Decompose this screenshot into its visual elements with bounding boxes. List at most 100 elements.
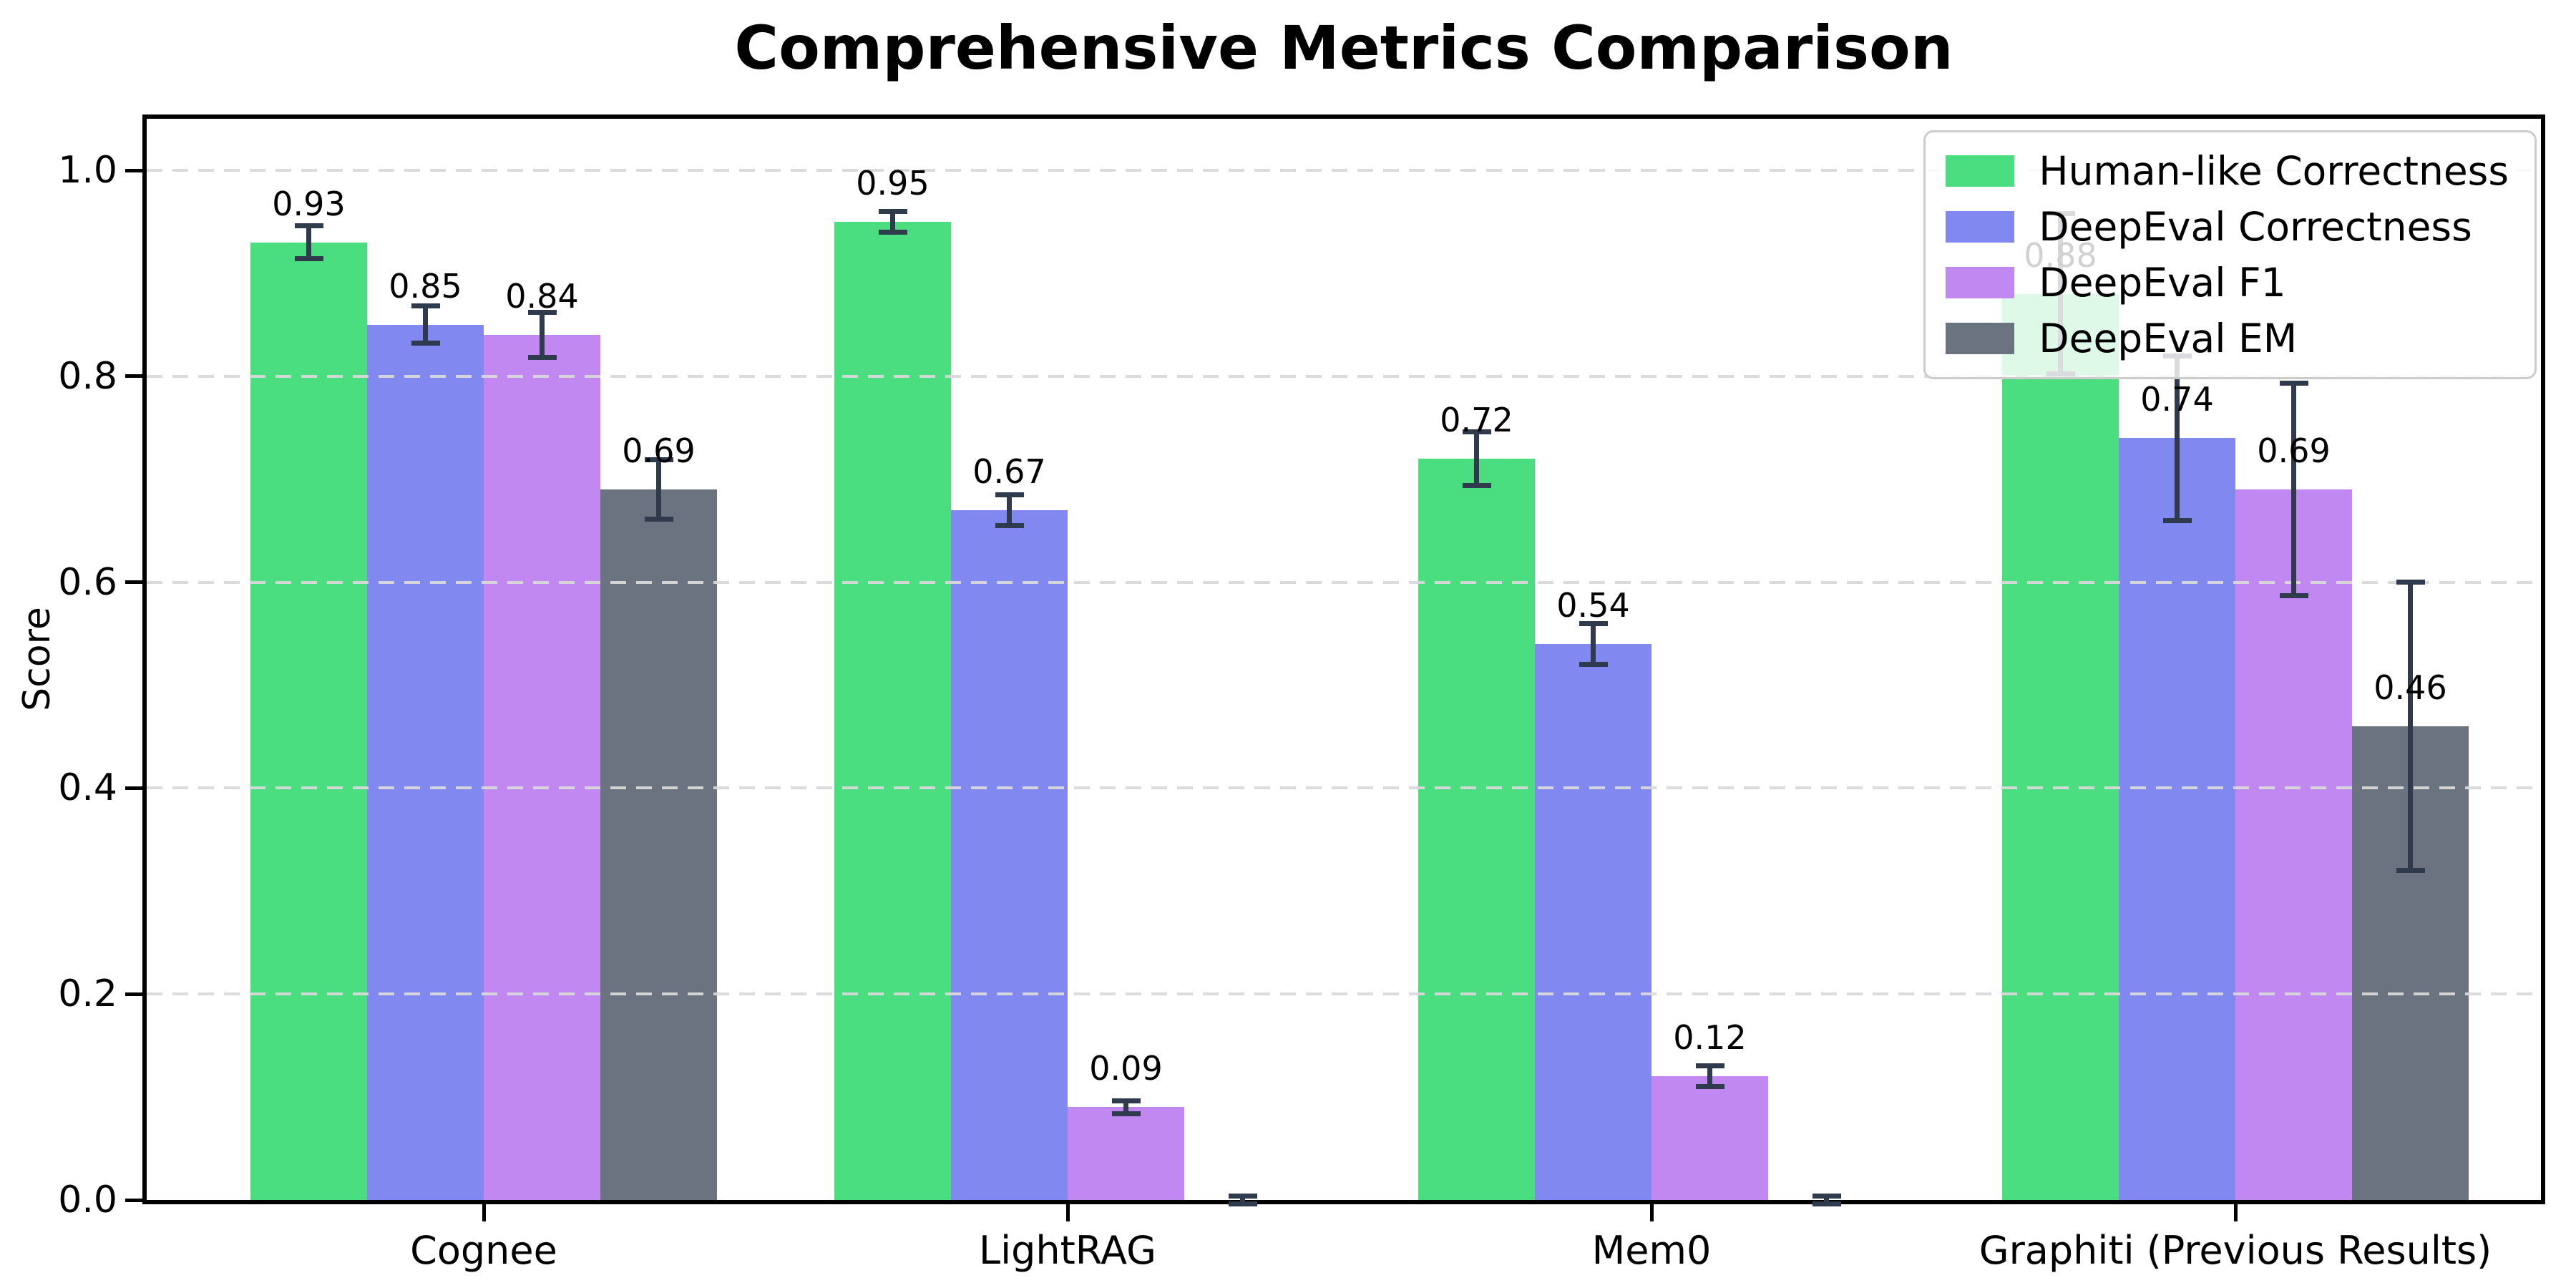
legend-swatch-icon: [1946, 211, 2015, 243]
gridline: [147, 374, 2541, 378]
bar-value-label: 0.67: [972, 452, 1046, 491]
error-bar-line: [306, 225, 311, 259]
bar-deepeval-f1-1: [1068, 1107, 1184, 1200]
legend-label: DeepEval F1: [2039, 260, 2286, 306]
error-bar-cap: [1695, 1063, 1724, 1069]
y-tick-mark: [125, 580, 142, 585]
bar-value-label: 0.54: [1556, 585, 1630, 625]
error-bar-cap: [1228, 1201, 1257, 1207]
error-bar-line: [1474, 431, 1479, 486]
error-bar-cap: [1812, 1201, 1841, 1207]
error-bar-cap: [1111, 1111, 1141, 1116]
error-bar-line: [540, 312, 545, 358]
error-bar-line: [2291, 383, 2296, 596]
error-bar-cap: [995, 522, 1024, 528]
bar-human-like-correctness-2: [1418, 458, 1535, 1200]
chart-title: Comprehensive Metrics Comparison: [734, 13, 1953, 83]
gridline: [147, 580, 2541, 584]
bar-value-label: 0.95: [856, 163, 930, 203]
y-tick-label: 0.4: [58, 766, 117, 810]
error-bar-cap: [1111, 1098, 1141, 1104]
bar-value-label: 0.12: [1673, 1018, 1747, 1058]
x-tick-mark: [1065, 1204, 1070, 1221]
y-tick-label: 0.0: [58, 1179, 117, 1221]
error-bar-cap: [411, 341, 440, 346]
error-bar-cap: [1579, 662, 1608, 668]
error-bar-line: [1007, 494, 1012, 526]
bar-value-label: 0.84: [505, 277, 579, 316]
bar-value-label: 0.69: [622, 431, 696, 471]
bar-value-label: 0.09: [1089, 1049, 1163, 1088]
legend-label: Human-like Correctness: [2039, 148, 2509, 194]
bar-deepeval-em-0: [600, 489, 717, 1200]
error-bar-line: [1123, 1101, 1128, 1114]
error-bar-cap: [1695, 1084, 1724, 1090]
gridline: [147, 786, 2541, 790]
legend-label: DeepEval Correctness: [2039, 204, 2472, 250]
error-bar-line: [656, 459, 661, 519]
error-bar-cap: [1462, 482, 1491, 488]
y-tick-mark: [125, 992, 142, 996]
y-tick-label: 1.0: [58, 149, 117, 192]
error-bar-cap: [1462, 429, 1491, 434]
error-bar-cap: [2279, 381, 2308, 386]
y-tick-mark: [125, 786, 142, 790]
error-bar-cap: [995, 492, 1024, 497]
y-tick-mark: [125, 168, 142, 172]
gridline: [147, 992, 2541, 996]
bar-deepeval-f1-3: [2235, 489, 2352, 1200]
error-bar-line: [1707, 1065, 1712, 1087]
x-tick-mark: [2233, 1204, 2238, 1221]
error-bar-cap: [2279, 592, 2308, 598]
y-tick-mark: [125, 1198, 142, 1202]
x-tick-label-mem0: Mem0: [1591, 1228, 1712, 1273]
error-bar-cap: [2162, 517, 2192, 523]
error-bar-cap: [1228, 1193, 1257, 1199]
bar-deepeval-correctness-3: [2119, 438, 2235, 1200]
error-bar-line: [890, 211, 895, 233]
error-bar-cap: [294, 256, 323, 262]
error-bar-cap: [2396, 868, 2425, 874]
bar-value-label: 0.46: [2373, 668, 2447, 708]
x-tick-label-lightrag: LightRAG: [979, 1228, 1156, 1273]
error-bar-line: [2175, 356, 2180, 521]
error-bar-cap: [411, 303, 440, 309]
error-bar-cap: [878, 209, 907, 215]
error-bar-cap: [294, 223, 323, 229]
error-bar-cap: [1579, 620, 1608, 626]
bar-human-like-correctness-0: [250, 242, 367, 1200]
bar-value-label: 0.85: [389, 266, 462, 306]
error-bar-line: [423, 306, 428, 343]
error-bar-cap: [644, 517, 673, 522]
error-bar-cap: [527, 310, 557, 316]
legend-item: DeepEval EM: [1946, 316, 2509, 361]
x-tick-label-graphiti-previous-results-: Graphiti (Previous Results): [1979, 1228, 2492, 1273]
error-bar-line: [1824, 1196, 1829, 1204]
bar-human-like-correctness-3: [2002, 293, 2119, 1200]
x-tick-mark: [1649, 1204, 1654, 1221]
legend-item: DeepEval F1: [1946, 260, 2509, 306]
legend-item: DeepEval Correctness: [1946, 204, 2509, 250]
bar-deepeval-f1-2: [1652, 1076, 1768, 1200]
y-tick-mark: [125, 374, 142, 379]
legend-swatch-icon: [1946, 323, 2015, 354]
bar-deepeval-correctness-1: [951, 509, 1068, 1200]
error-bar-line: [2408, 582, 2413, 871]
y-tick-label: 0.6: [58, 560, 117, 604]
bar-value-label: 0.69: [2257, 431, 2331, 471]
bar-value-label: 0.72: [1440, 400, 1513, 439]
error-bar-cap: [2396, 580, 2425, 585]
bar-value-label: 0.74: [2140, 380, 2214, 419]
y-tick-label: 0.2: [58, 972, 117, 1016]
legend: Human-like Correctness DeepEval Correctne…: [1923, 130, 2537, 379]
bar-deepeval-correctness-2: [1535, 643, 1652, 1200]
error-bar-line: [1240, 1196, 1245, 1204]
legend-label: DeepEval EM: [2039, 316, 2298, 361]
bar-deepeval-correctness-0: [367, 324, 484, 1200]
bar-value-label: 0.93: [272, 184, 346, 223]
legend-item: Human-like Correctness: [1946, 148, 2509, 194]
error-bar-cap: [527, 355, 557, 361]
error-bar-cap: [644, 457, 673, 462]
gridline: [147, 169, 2541, 172]
